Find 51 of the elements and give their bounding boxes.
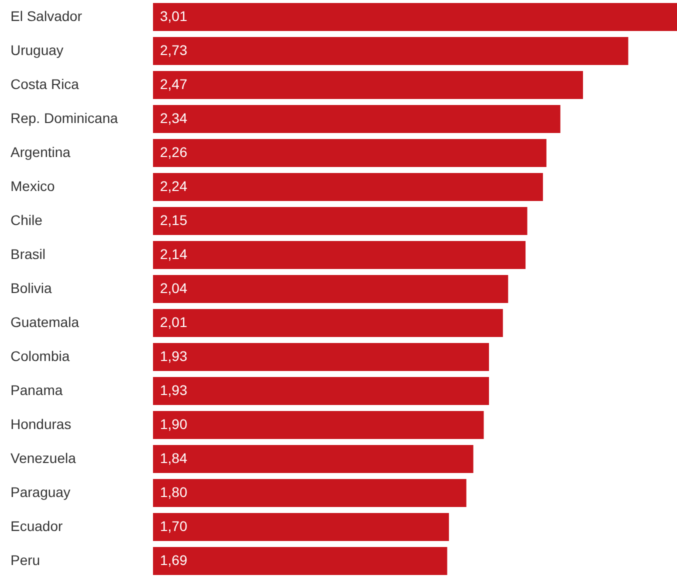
bar xyxy=(153,479,466,507)
data-label: 2,26 xyxy=(160,144,188,160)
data-label: 2,24 xyxy=(160,178,188,194)
data-label: 2,34 xyxy=(160,110,188,126)
bar xyxy=(153,241,526,269)
y-tick-label: Panama xyxy=(10,382,63,398)
bar xyxy=(153,275,508,303)
bar xyxy=(153,411,484,439)
bar xyxy=(153,343,489,371)
y-tick-label: Mexico xyxy=(10,178,56,194)
data-label: 2,15 xyxy=(160,212,188,228)
y-tick-label: Guatemala xyxy=(10,314,80,330)
bar xyxy=(153,207,528,235)
bar xyxy=(153,377,489,405)
bar xyxy=(153,445,474,473)
data-label: 2,73 xyxy=(160,42,188,58)
bar xyxy=(153,71,583,99)
bar xyxy=(153,3,677,31)
y-tick-label: Bolivia xyxy=(10,280,52,296)
bar xyxy=(153,173,543,201)
y-tick-label: Colombia xyxy=(10,348,70,364)
y-tick-label: Ecuador xyxy=(10,518,63,534)
data-label: 3,01 xyxy=(160,8,188,24)
data-label: 2,04 xyxy=(160,280,188,296)
y-tick-label: Rep. Dominicana xyxy=(10,110,118,126)
data-label: 1,93 xyxy=(160,348,188,364)
y-tick-label: Uruguay xyxy=(10,42,64,58)
y-tick-label: Chile xyxy=(10,212,43,228)
data-label: 1,80 xyxy=(160,484,188,500)
y-tick-label: El Salvador xyxy=(10,8,82,24)
bar xyxy=(153,309,503,337)
data-label: 2,47 xyxy=(160,76,188,92)
y-tick-label: Brasil xyxy=(10,246,46,262)
y-tick-label: Costa Rica xyxy=(10,76,80,92)
data-label: 1,70 xyxy=(160,518,188,534)
y-tick-label: Venezuela xyxy=(10,450,76,466)
y-tick-label: Paraguay xyxy=(10,484,70,500)
data-label: 2,01 xyxy=(160,314,188,330)
data-label: 1,84 xyxy=(160,450,188,466)
bar xyxy=(153,139,546,167)
data-label: 1,93 xyxy=(160,382,188,398)
bar xyxy=(153,547,448,575)
data-label: 1,69 xyxy=(160,552,188,568)
data-label: 2,14 xyxy=(160,246,188,262)
bar xyxy=(153,105,560,133)
y-tick-label: Honduras xyxy=(10,416,72,432)
y-tick-label: Peru xyxy=(10,552,40,568)
y-tick-label: Argentina xyxy=(10,144,71,160)
bar xyxy=(153,513,449,541)
bar xyxy=(153,37,628,65)
data-label: 1,90 xyxy=(160,416,188,432)
